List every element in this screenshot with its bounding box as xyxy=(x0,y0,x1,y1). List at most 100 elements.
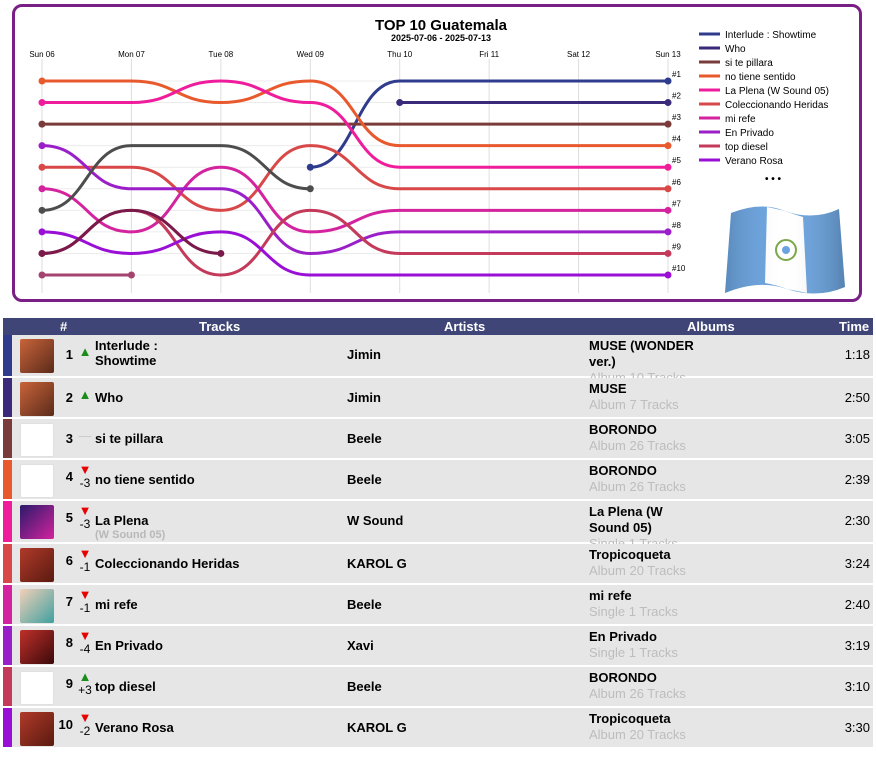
artist-name[interactable]: Jimin xyxy=(347,390,381,405)
album-meta: Album 26 Tracks xyxy=(589,479,686,494)
album-cell[interactable]: Tropicoqueta Album 20 Tracks xyxy=(589,547,819,579)
album-title[interactable]: Tropicoqueta xyxy=(589,711,671,726)
track-cell[interactable]: si te pillara xyxy=(95,431,335,446)
rank-number: 9 xyxy=(65,676,73,691)
album-cell[interactable]: mi refe Single 1 Tracks xyxy=(589,588,819,620)
album-cell[interactable]: BORONDO Album 26 Tracks xyxy=(589,463,819,495)
artist-name[interactable]: KAROL G xyxy=(347,556,407,571)
chart-title: TOP 10 Guatemala xyxy=(375,17,508,34)
album-cover-image[interactable] xyxy=(20,548,54,582)
series-point xyxy=(664,228,672,236)
series-point xyxy=(217,249,225,257)
album-cover-image[interactable] xyxy=(20,339,54,373)
artist-name[interactable]: Beele xyxy=(347,472,382,487)
album-title[interactable]: En Privado xyxy=(589,629,657,644)
chart-panel: TOP 10 Guatemala 2025-07-06 - 2025-07-13… xyxy=(12,4,862,302)
header-artists: Artists xyxy=(444,319,486,334)
row-color-strip xyxy=(3,460,12,499)
rank-number: 10 xyxy=(58,717,73,732)
album-cover-image[interactable] xyxy=(20,505,54,539)
track-cell[interactable]: La Plena (W Sound 05) xyxy=(95,513,335,543)
album-cover-image[interactable] xyxy=(20,464,54,498)
table-row[interactable]: 8 ▼ -4 En Privado Xavi En Privado Single 1 Tra… xyxy=(3,626,873,666)
album-title[interactable]: MUSE xyxy=(589,381,627,396)
table-row[interactable]: 1 ▲ Interlude : Showtime Jimin MUSE (WONDER … xyxy=(3,335,873,385)
album-title[interactable]: La Plena (W Sound 05) xyxy=(589,504,663,535)
artist-name[interactable]: W Sound xyxy=(347,513,404,528)
artist-name[interactable]: Xavi xyxy=(347,638,374,653)
row-color-strip xyxy=(3,419,12,458)
table-row[interactable]: 6 ▼ -1 Coleccionando Heridas KAROL G Tropicoq… xyxy=(3,544,873,584)
album-cover-image[interactable] xyxy=(20,671,54,705)
album-cover-image[interactable] xyxy=(20,382,54,416)
track-cell[interactable]: top diesel xyxy=(95,679,335,694)
artist-name[interactable]: Beele xyxy=(347,431,382,446)
artist-name[interactable]: Beele xyxy=(347,679,382,694)
track-cell[interactable]: Coleccionando Heridas xyxy=(95,556,335,571)
album-title[interactable]: Tropicoqueta xyxy=(589,547,671,562)
album-title[interactable]: mi refe xyxy=(589,588,632,603)
series-line xyxy=(42,79,668,148)
album-title[interactable]: BORONDO xyxy=(589,670,657,685)
legend-entry: En Privado xyxy=(725,128,774,139)
x-tick-label: Sun 06 xyxy=(29,50,55,59)
table-row[interactable]: 3 — si te pillara Beele BORONDO Album 26 Trac… xyxy=(3,419,873,459)
album-cover-image[interactable] xyxy=(20,423,54,457)
trend-indicator: ▼ -1 xyxy=(77,547,93,574)
track-cell[interactable]: Interlude : Showtime xyxy=(95,338,185,368)
rank-number: 5 xyxy=(65,510,73,525)
track-duration: 2:30 xyxy=(844,513,870,528)
track-cell[interactable]: En Privado xyxy=(95,638,335,653)
track-cell[interactable]: Who xyxy=(95,390,335,405)
table-row[interactable]: 4 ▼ -3 no tiene sentido Beele BORONDO Album 26… xyxy=(3,460,873,500)
chart-subtitle: 2025-07-06 - 2025-07-13 xyxy=(391,33,491,43)
track-cell[interactable]: mi refe xyxy=(95,597,335,612)
series-point xyxy=(38,206,46,214)
track-title[interactable]: no tiene sentido xyxy=(95,472,195,487)
album-title[interactable]: MUSE (WONDER ver.) xyxy=(589,338,694,369)
album-meta: Album 26 Tracks xyxy=(589,686,686,701)
album-cell[interactable]: En Privado Single 1 Tracks xyxy=(589,629,819,661)
track-title[interactable]: Verano Rosa xyxy=(95,720,174,735)
album-cell[interactable]: MUSE Album 7 Tracks xyxy=(589,381,819,413)
track-title[interactable]: si te pillara xyxy=(95,431,163,446)
trend-indicator: ▲ xyxy=(77,388,93,402)
table-row[interactable]: 7 ▼ -1 mi refe Beele mi refe Single 1 Tracks 2:… xyxy=(3,585,873,625)
track-duration: 1:18 xyxy=(844,347,870,362)
track-title[interactable]: mi refe xyxy=(95,597,138,612)
artist-name[interactable]: Beele xyxy=(347,597,382,612)
album-cover-image[interactable] xyxy=(20,630,54,664)
table-row[interactable]: 9 ▲ +3 top diesel Beele BORONDO Album 26 Track… xyxy=(3,667,873,707)
track-title[interactable]: En Privado xyxy=(95,638,163,653)
series-point xyxy=(38,271,46,279)
series-point xyxy=(664,163,672,171)
series-point xyxy=(664,271,672,279)
track-title[interactable]: Who xyxy=(95,390,124,405)
track-title[interactable]: Interlude : Showtime xyxy=(95,338,158,368)
table-row[interactable]: 2 ▲ Who Jimin MUSE Album 7 Tracks 2:50 xyxy=(3,378,873,418)
track-title[interactable]: La Plena xyxy=(95,513,149,528)
track-duration: 2:39 xyxy=(844,472,870,487)
album-cover-image[interactable] xyxy=(20,589,54,623)
table-row[interactable]: 5 ▼ -3 La Plena (W Sound 05) W Sound La Plena … xyxy=(3,501,873,551)
y-tick-label: #7 xyxy=(672,199,681,208)
track-cell[interactable]: Verano Rosa xyxy=(95,720,335,735)
artist-name[interactable]: KAROL G xyxy=(347,720,407,735)
track-cell[interactable]: no tiene sentido xyxy=(95,472,335,487)
row-color-strip xyxy=(3,378,12,417)
album-cell[interactable]: Tropicoqueta Album 20 Tracks xyxy=(589,711,819,743)
album-title[interactable]: BORONDO xyxy=(589,463,657,478)
album-meta: Album 7 Tracks xyxy=(589,397,679,412)
album-cell[interactable]: BORONDO Album 26 Tracks xyxy=(589,670,819,702)
track-title[interactable]: Coleccionando Heridas xyxy=(95,556,240,571)
x-tick-label: Wed 09 xyxy=(297,50,325,59)
album-cover-image[interactable] xyxy=(20,712,54,746)
album-cell[interactable]: BORONDO Album 26 Tracks xyxy=(589,422,819,454)
x-tick-label: Sun 13 xyxy=(655,50,681,59)
legend-entry: Verano Rosa xyxy=(725,156,783,167)
table-row[interactable]: 10 ▼ -2 Verano Rosa KAROL G Tropicoqueta Album… xyxy=(3,708,873,748)
artist-name[interactable]: Jimin xyxy=(347,347,381,362)
album-title[interactable]: BORONDO xyxy=(589,422,657,437)
rank-change: -1 xyxy=(79,601,91,615)
track-title[interactable]: top diesel xyxy=(95,679,156,694)
